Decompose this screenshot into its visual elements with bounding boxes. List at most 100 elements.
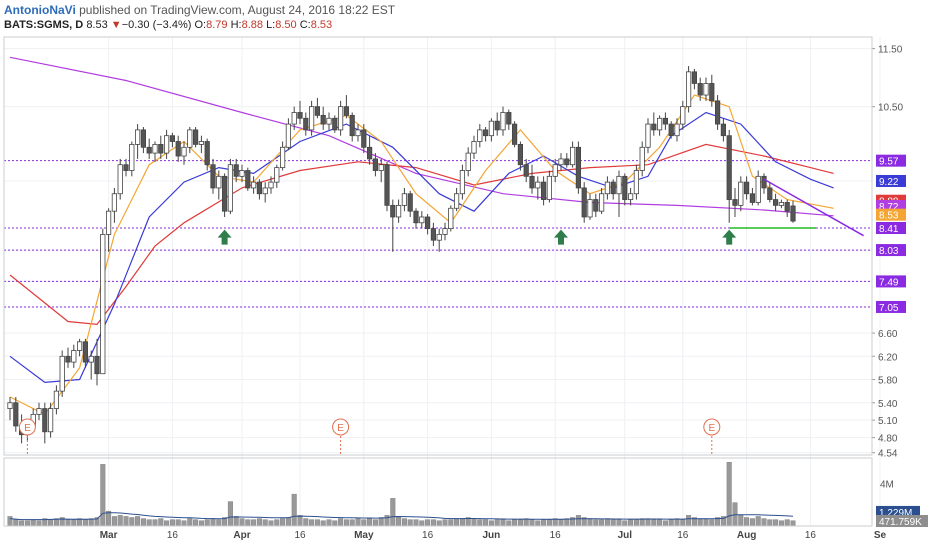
candle-body (59, 355, 65, 392)
level-tag-label: 8.41 (879, 224, 899, 235)
volume-bar (657, 519, 663, 527)
candle-body (181, 146, 187, 157)
volume-bar (616, 519, 622, 527)
volume-bar (378, 517, 384, 527)
candle-body (134, 129, 141, 145)
up-arrow-icon (554, 229, 568, 245)
candle-body (320, 114, 326, 125)
volume-bar (738, 515, 744, 527)
y-tick-label: 5.40 (878, 399, 898, 410)
y-tick-label: 11.50 (878, 45, 903, 56)
volume-bar (227, 501, 233, 527)
candle-body (709, 83, 715, 102)
candle-body (53, 390, 60, 409)
volume-bar (274, 519, 280, 527)
candle-body (541, 181, 547, 200)
candle-body (558, 158, 564, 166)
candle-body (71, 350, 77, 363)
y-tick-label: 4.54 (878, 449, 898, 460)
volume-bar (343, 519, 349, 527)
candle-body (575, 146, 582, 189)
volume-bar (483, 519, 489, 527)
close-value: 8.53 (310, 19, 333, 31)
volume-bar (535, 520, 541, 527)
volume-bar (645, 518, 651, 527)
price-change: −0.30 (−3.4%) (121, 19, 192, 31)
candle-body (773, 199, 779, 206)
candle-body (175, 141, 181, 157)
y-tick-label: 5.80 (878, 376, 898, 387)
volume-bar (564, 518, 570, 527)
level-tag (876, 244, 906, 257)
volume-bar (790, 520, 796, 527)
volume-bar (181, 520, 187, 527)
symbol-label[interactable]: BATS:SGMS, D (4, 19, 84, 31)
volume-bar (784, 519, 790, 527)
volume-bar (332, 520, 338, 527)
volume-bar (129, 517, 135, 527)
candle-body (494, 120, 500, 131)
volume-bar (117, 515, 123, 527)
earnings-label: E (24, 423, 31, 434)
volume-bar (245, 519, 251, 527)
candle-body (419, 216, 425, 224)
candle-body (291, 112, 297, 125)
candle-body (268, 181, 274, 189)
volume-bar (523, 518, 529, 527)
candle-body (7, 402, 13, 409)
candle-body (448, 207, 454, 229)
author-link[interactable]: AntonioNaVi (4, 3, 76, 17)
x-tick-label: Mar (100, 530, 118, 541)
candle-body (639, 146, 645, 171)
price-tag (876, 174, 906, 187)
volume-bar (709, 519, 715, 527)
candle-body (42, 408, 48, 433)
volume-bar (773, 519, 779, 527)
volume-bar (256, 518, 262, 527)
volume-bar (761, 518, 767, 527)
candle-body (732, 199, 738, 206)
candle-body (158, 144, 164, 154)
volume-bar (633, 519, 639, 527)
y-tick-label: 4.80 (878, 434, 898, 445)
candle-body (517, 144, 524, 166)
up-arrow-icon (217, 229, 232, 245)
candle-body (48, 408, 54, 433)
candle-body (366, 146, 373, 160)
volume-bar (326, 519, 332, 527)
candle-body (198, 141, 204, 145)
candle-body (523, 164, 529, 177)
candle-body (500, 112, 506, 131)
price-axis[interactable]: 11.50 10.50 6.60 6.20 5.80 5.40 5.10 4.80 4.54 9.… (872, 45, 928, 528)
earnings-icon (18, 418, 36, 436)
price-pane-border (3, 36, 873, 456)
candle-body (285, 123, 292, 148)
volume-bar (36, 520, 42, 527)
volume-bar (413, 519, 419, 527)
volume-bar (361, 519, 367, 527)
candle-body (459, 170, 466, 195)
candle-body (506, 112, 512, 125)
volume-bar (88, 518, 94, 527)
candle-body (239, 170, 245, 177)
candle-body (784, 202, 790, 212)
candle-body (622, 175, 628, 200)
candle-body (651, 123, 657, 131)
volume-bar (100, 464, 106, 527)
time-axis[interactable]: Mar 16 Apr 16 May 16 Jun 16 Jul 16 Aug 16 Se (100, 530, 887, 541)
level-tag-label: 9.57 (879, 157, 899, 168)
volume-bar (517, 519, 523, 527)
price-tag-label: 9.22 (879, 177, 899, 188)
x-tick-label: 16 (805, 530, 817, 541)
volume-bar (512, 519, 518, 527)
candle-body (413, 210, 419, 224)
candle-body (314, 106, 321, 116)
volume-bar (65, 519, 71, 527)
candle-body (512, 123, 518, 145)
volume-bar (233, 516, 239, 527)
volume-bar (77, 518, 83, 527)
volume-bar (471, 518, 477, 527)
volume-pane (7, 462, 796, 527)
